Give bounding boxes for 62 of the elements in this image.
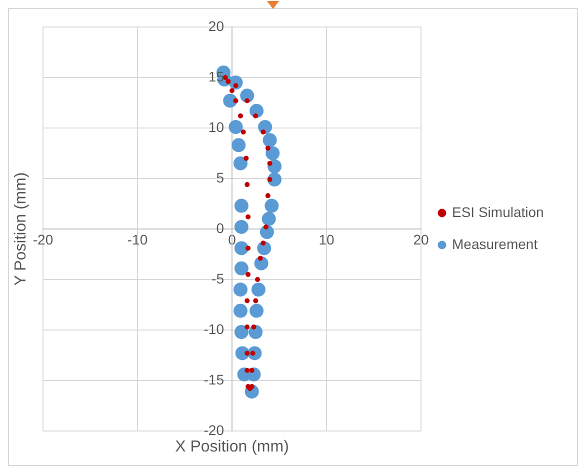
point xyxy=(223,94,238,108)
point xyxy=(264,224,269,230)
point xyxy=(238,113,244,118)
point xyxy=(266,146,280,160)
point xyxy=(244,182,250,188)
point xyxy=(260,130,266,135)
y-tick-label: -10 xyxy=(204,320,224,337)
point xyxy=(232,138,246,152)
point xyxy=(249,368,254,373)
point xyxy=(234,156,248,170)
point xyxy=(240,130,246,135)
point xyxy=(230,88,234,94)
point xyxy=(246,272,251,277)
point xyxy=(260,240,266,246)
y-tick-label: -20 xyxy=(204,422,224,438)
y-tick-label: 0 xyxy=(216,220,224,236)
point xyxy=(267,177,272,182)
legend-label: ESI Simulation xyxy=(452,204,544,220)
point xyxy=(258,256,263,261)
point xyxy=(244,324,250,330)
point xyxy=(246,246,251,251)
point xyxy=(233,98,238,104)
point xyxy=(244,98,250,104)
x-tick-label: 10 xyxy=(318,231,334,248)
y-axis-title: Y Position (mm) xyxy=(12,172,30,286)
point xyxy=(253,298,258,304)
point xyxy=(226,79,231,84)
point xyxy=(228,120,243,134)
point xyxy=(251,282,266,297)
point xyxy=(250,304,264,318)
point xyxy=(265,193,270,198)
point xyxy=(253,113,258,118)
point xyxy=(262,133,277,148)
x-tick-label: -10 xyxy=(127,231,148,248)
point xyxy=(234,261,248,276)
x-tick-label: -20 xyxy=(32,231,54,248)
point xyxy=(234,282,248,297)
point xyxy=(234,220,248,234)
point xyxy=(244,298,250,304)
point xyxy=(244,368,250,373)
point xyxy=(234,325,248,340)
point xyxy=(234,198,248,213)
y-tick-label: 5 xyxy=(216,169,224,186)
y-tick-label: 20 xyxy=(208,18,224,34)
x-tick-label: 20 xyxy=(413,231,429,248)
point xyxy=(244,350,250,356)
y-tick-label: 10 xyxy=(208,118,224,135)
point xyxy=(265,146,270,151)
point xyxy=(267,160,272,166)
y-tick-label: -15 xyxy=(204,371,224,388)
point xyxy=(246,214,251,220)
point xyxy=(234,241,248,256)
point xyxy=(234,304,248,318)
point xyxy=(251,324,256,330)
point xyxy=(233,83,238,88)
y-tick-label: -5 xyxy=(212,270,224,286)
point xyxy=(244,156,249,161)
point xyxy=(255,277,260,282)
point xyxy=(262,212,276,226)
point xyxy=(264,198,279,213)
legend-label: Measurement xyxy=(452,236,538,252)
x-axis-title: X Position (mm) xyxy=(175,438,289,456)
